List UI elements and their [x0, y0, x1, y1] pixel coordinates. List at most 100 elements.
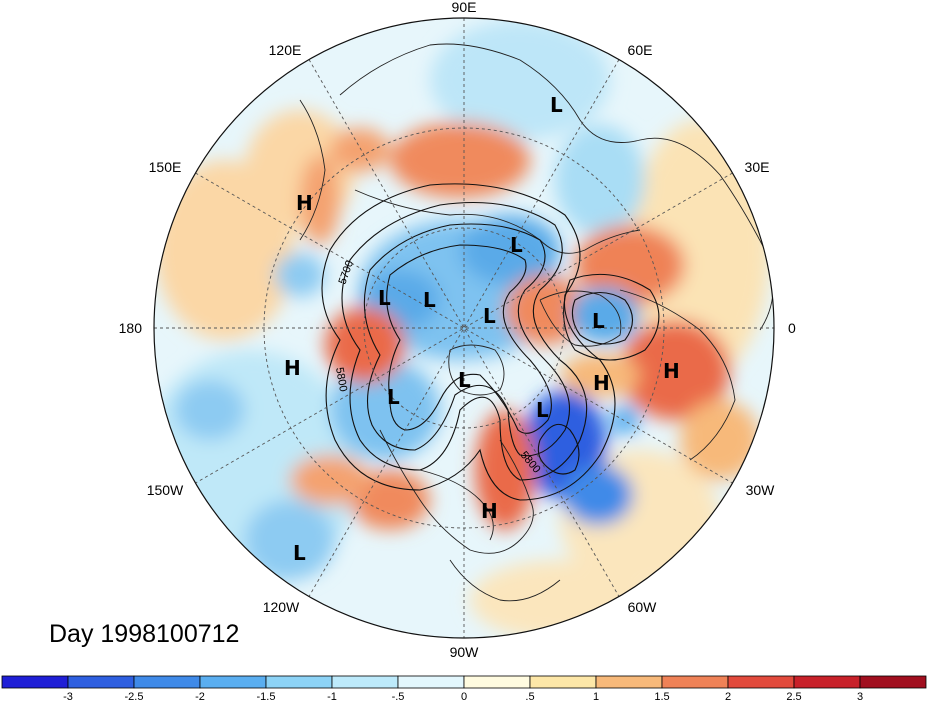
- colorbar-tick-label: 2.5: [786, 691, 801, 702]
- day-label: Day 1998100712: [49, 620, 240, 648]
- anomaly-blob: [630, 120, 770, 380]
- anomaly-blob: [275, 253, 325, 297]
- coastline: [448, 344, 505, 396]
- colorbar-tick-label: -1: [327, 691, 337, 702]
- height-contours: [321, 183, 660, 501]
- colorbar-tick-label: 2: [725, 691, 731, 702]
- colorbar-box: [331, 675, 399, 689]
- colorbar-box: [67, 675, 135, 689]
- coastline: [619, 289, 736, 461]
- low-marker: L: [483, 304, 496, 328]
- anomaly-blob: [560, 353, 640, 397]
- anomaly-blob: [555, 125, 645, 235]
- high-marker: H: [296, 191, 313, 215]
- anomaly-blob: [390, 122, 530, 198]
- meridian-line: [308, 59, 620, 597]
- colorbar: -3 -2.5 -2 -1.5 -1 -.5 0 .5 1 1.5 2 2.5 3: [1, 675, 927, 702]
- anomaly-blob: [470, 560, 650, 638]
- colorbar-tick-label: -2: [195, 691, 205, 702]
- lon-label-60w: 60W: [628, 599, 658, 615]
- anomaly-blob: [330, 128, 390, 172]
- anomaly-blob: [563, 465, 633, 525]
- anomaly-blob: [460, 215, 560, 285]
- meridian-line: [308, 59, 620, 597]
- coastlines: [299, 43, 774, 602]
- colorbar-box: [529, 675, 597, 689]
- coastline: [449, 559, 561, 602]
- anomaly-blob: [620, 320, 730, 420]
- contour-label: 5800: [333, 366, 349, 392]
- colorbar-tick-label: -1.5: [257, 691, 276, 702]
- map-border: [153, 17, 775, 639]
- polar-map: 5700 5800 5800 L L L L L L L L L L H H H…: [119, 0, 796, 660]
- colorbar-box: [793, 675, 861, 689]
- high-marker: H: [593, 371, 610, 395]
- contour-line: [563, 273, 660, 361]
- colorbar-tick-label: 0: [461, 691, 467, 702]
- longitude-labels: 90E 60E 30E 0 30W 60W 90W 120W 150W 180 …: [119, 0, 796, 660]
- colorbar-box: [199, 675, 267, 689]
- colorbar-box: [133, 675, 201, 689]
- colorbar-box: [661, 675, 729, 689]
- anomaly-blob: [290, 455, 370, 505]
- coastline: [299, 99, 326, 241]
- lon-label-120w: 120W: [263, 599, 300, 615]
- coastline: [539, 290, 622, 347]
- high-marker: H: [481, 499, 498, 523]
- colorbar-box: [727, 675, 795, 689]
- colorbar-box: [1, 675, 69, 689]
- colorbar-tick-label: 1: [593, 691, 599, 702]
- meridian-line: [195, 172, 733, 484]
- low-marker: L: [387, 385, 400, 409]
- lon-label-120e: 120E: [269, 42, 302, 58]
- coastline: [339, 43, 774, 331]
- lon-label-150e: 150E: [149, 159, 182, 175]
- colorbar-box: [463, 675, 531, 689]
- pressure-centers: L L L L L L L L L L H H H H H: [284, 93, 680, 565]
- low-marker: L: [423, 288, 436, 312]
- coastline: [354, 189, 641, 254]
- anomaly-blob: [570, 287, 640, 343]
- anomaly-blob: [430, 20, 610, 140]
- graticule: [154, 18, 774, 638]
- colorbar-tick-label: -2.5: [125, 691, 144, 702]
- high-marker: H: [663, 359, 680, 383]
- high-marker: H: [284, 356, 301, 380]
- contour-line: [321, 183, 616, 501]
- lon-label-0: 0: [788, 320, 796, 336]
- colorbar-box: [859, 675, 927, 689]
- anomaly-blob: [680, 400, 760, 480]
- colorbar-tick-label: -.5: [392, 691, 405, 702]
- colorbar-box: [397, 675, 465, 689]
- anomaly-blob: [245, 500, 335, 580]
- lon-label-180: 180: [119, 320, 143, 336]
- lon-label-150w: 150W: [147, 482, 184, 498]
- anomaly-blob: [575, 225, 685, 305]
- contour-line: [571, 291, 634, 345]
- lon-label-60e: 60E: [628, 42, 653, 58]
- anomaly-blob: [610, 405, 640, 435]
- contour-line: [537, 423, 580, 475]
- colorbar-box: [265, 675, 333, 689]
- lon-label-90e: 90E: [452, 0, 477, 15]
- anomaly-blob: [175, 380, 245, 440]
- coastline: [419, 469, 494, 541]
- low-marker: L: [550, 93, 563, 117]
- colorbar-tick-label: -3: [63, 691, 73, 702]
- lon-label-30w: 30W: [746, 482, 776, 498]
- lon-label-90w: 90W: [450, 644, 480, 660]
- low-marker: L: [536, 398, 549, 422]
- contour-line: [341, 201, 588, 481]
- colorbar-tick-label: .5: [525, 691, 534, 702]
- contour-line: [386, 244, 552, 434]
- low-marker: L: [293, 541, 306, 565]
- lon-label-30e: 30E: [745, 159, 770, 175]
- meridian-line: [195, 172, 733, 484]
- low-marker: L: [592, 309, 605, 333]
- colorbar-box: [595, 675, 663, 689]
- colorbar-tick-label: 1.5: [654, 691, 669, 702]
- colorbar-ticks: -3 -2.5 -2 -1.5 -1 -.5 0 .5 1 1.5 2 2.5 3: [63, 691, 863, 702]
- low-marker: L: [510, 233, 523, 257]
- contour-line: [363, 223, 571, 457]
- colorbar-boxes: [1, 675, 927, 689]
